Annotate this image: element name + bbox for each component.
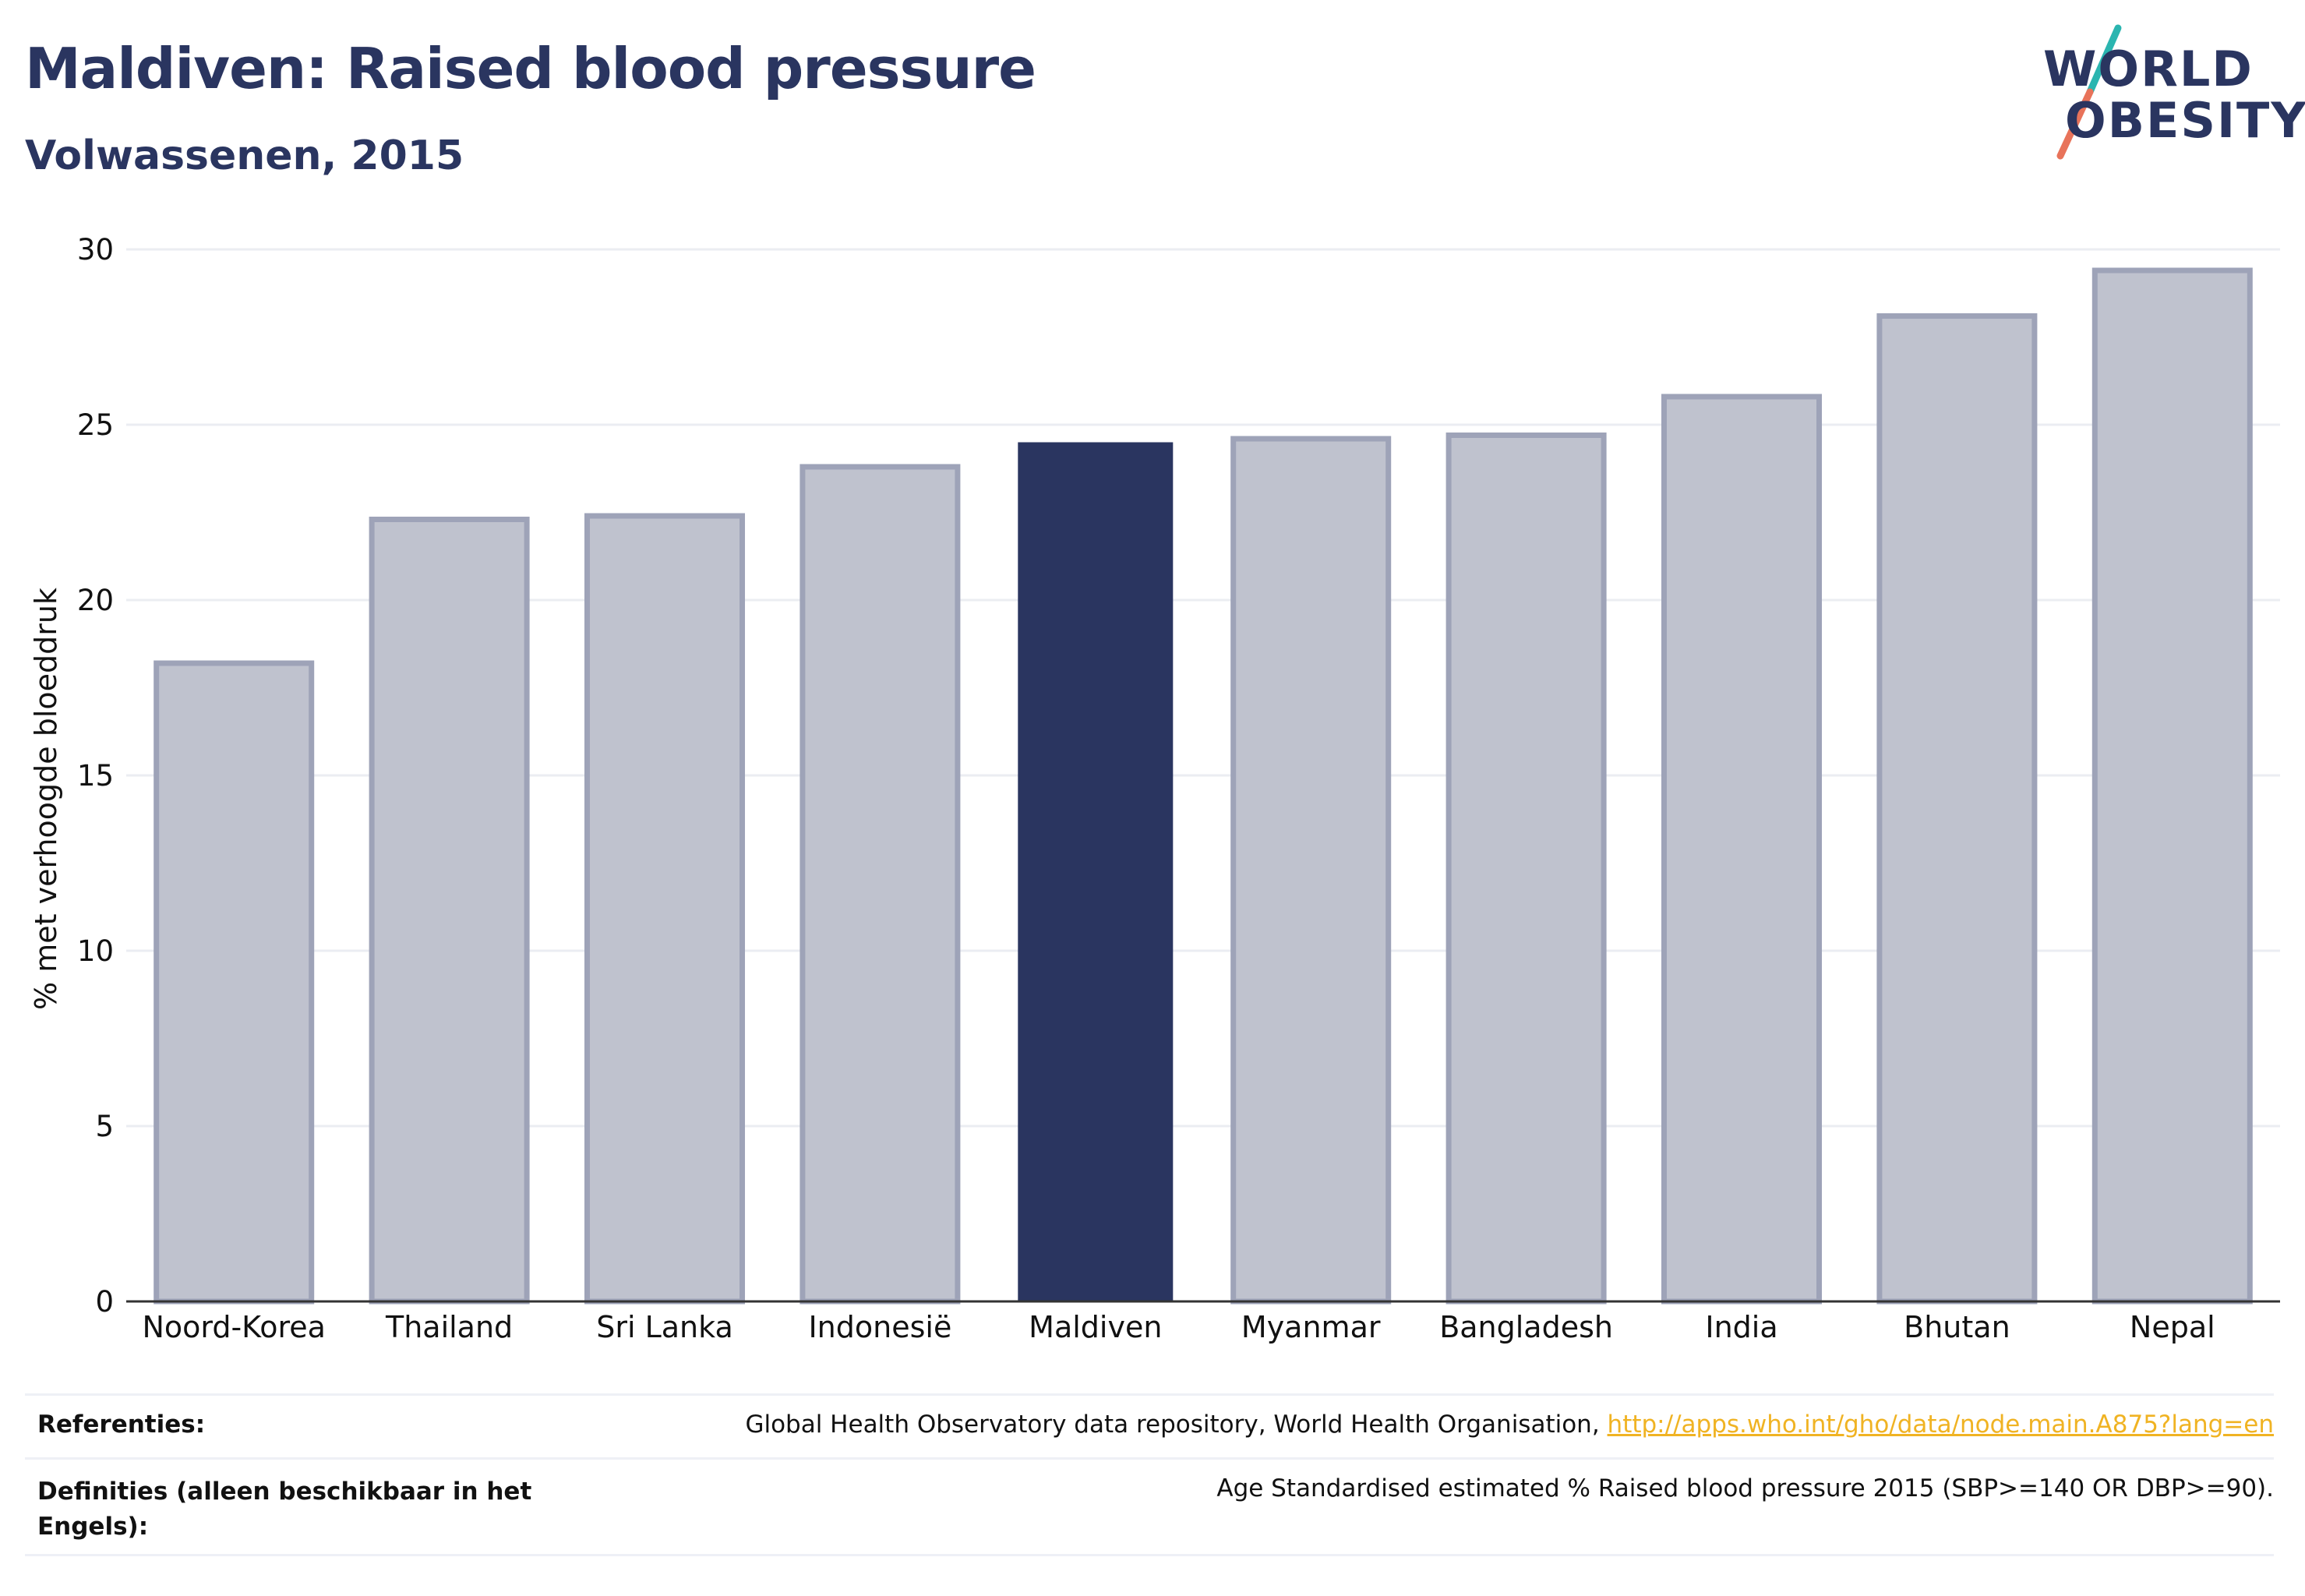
x-tick-label: India xyxy=(1705,1310,1777,1344)
definitions-row: Definities (alleen beschikbaar in het En… xyxy=(25,1474,2274,1552)
bar-indonesi- xyxy=(800,464,961,1305)
y-tick-label: 25 xyxy=(77,408,114,442)
bar-bangladesh xyxy=(1445,433,1607,1305)
footer-divider-top xyxy=(25,1393,2274,1396)
x-tick-label: Sri Lanka xyxy=(596,1310,733,1344)
x-tick-label: Bhutan xyxy=(1904,1310,2010,1344)
references-source: Global Health Observatory data repositor… xyxy=(745,1411,1608,1439)
references-label: Referenties: xyxy=(37,1411,206,1439)
bars xyxy=(154,267,2253,1305)
axes: 0 5 10 15 20 25 30 Noord-Korea Thailand Sri Lanka… xyxy=(77,233,2280,1344)
bar-noord-korea xyxy=(154,660,315,1305)
definitions-label: Definities (alleen beschikbaar in het En… xyxy=(37,1478,532,1541)
world-obesity-logo: WORLD OBESITY xyxy=(2034,22,2305,162)
references-link[interactable]: http://apps.who.int/gho/data/node.main.A… xyxy=(1607,1411,2274,1439)
x-tick-label: Indonesië xyxy=(808,1310,951,1344)
bar-myanmar xyxy=(1230,436,1392,1305)
references-row: Referenties: Global Health Observatory d… xyxy=(25,1411,2274,1454)
y-tick-label: 20 xyxy=(77,584,114,617)
y-tick-label: 0 xyxy=(95,1285,114,1319)
chart-title: Maldiven: Raised blood pressure xyxy=(25,36,1036,101)
x-tick-label: Noord-Korea xyxy=(142,1310,325,1344)
bar-thailand xyxy=(369,517,530,1305)
footer-divider-bottom xyxy=(25,1554,2274,1556)
x-tick-label: Bangladesh xyxy=(1439,1310,1613,1344)
x-tick-label: Thailand xyxy=(385,1310,513,1344)
bar-maldiven xyxy=(1018,442,1174,1301)
y-tick-label: 30 xyxy=(77,233,114,267)
chart-subtitle: Volwassenen, 2015 xyxy=(25,132,464,179)
bar-sri-lanka xyxy=(584,513,746,1305)
x-tick-label: Nepal xyxy=(2130,1310,2215,1344)
logo-text-obesity: OBESITY xyxy=(2065,92,2305,149)
references-text: Global Health Observatory data repositor… xyxy=(745,1411,2274,1439)
definitions-text: Age Standardised estimated % Raised bloo… xyxy=(1216,1474,2274,1502)
y-tick-label: 5 xyxy=(95,1110,114,1143)
logo-text-world: WORLD xyxy=(2043,41,2254,97)
bar-india xyxy=(1661,394,1823,1305)
logo-slash-icon xyxy=(2056,24,2122,160)
x-tick-label: Maldiven xyxy=(1029,1310,1162,1344)
x-tick-label: Myanmar xyxy=(1241,1310,1381,1344)
footer-divider-middle xyxy=(25,1457,2274,1460)
y-tick-label: 15 xyxy=(77,759,114,793)
bar-bhutan xyxy=(1876,313,2038,1305)
bar-chart: 0 5 10 15 20 25 30 Noord-Korea Thailand Sri Lanka… xyxy=(29,233,2280,1344)
bar-nepal xyxy=(2091,267,2253,1305)
y-tick-label: 10 xyxy=(77,934,114,968)
y-axis-label: % met verhoogde bloeddruk xyxy=(29,588,63,1010)
